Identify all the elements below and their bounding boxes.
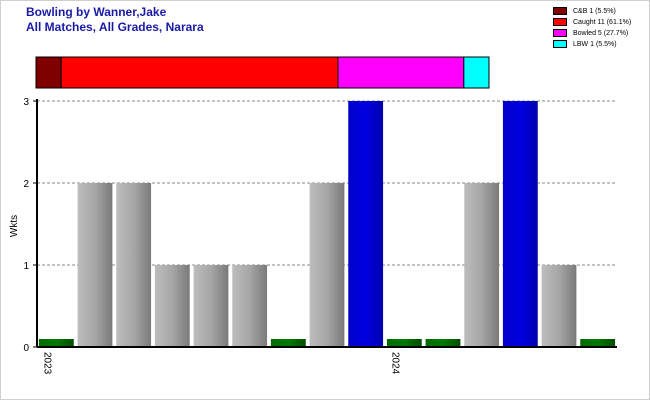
bar-14 bbox=[580, 339, 616, 347]
legend-label-bowled: Bowled 5 (27.7%) bbox=[573, 29, 629, 37]
legend-swatch-cab bbox=[553, 7, 567, 15]
x-tick-labels: 2023 2024 bbox=[41, 352, 400, 375]
legend-swatch-caught bbox=[553, 18, 567, 26]
legend-item-caught: Caught 11 (61.1%) bbox=[553, 17, 631, 27]
bar-1 bbox=[77, 183, 113, 347]
bar-6 bbox=[270, 339, 306, 347]
dismissal-stacked-bar bbox=[35, 56, 490, 89]
legend-item-cab: C&B 1 (5.5%) bbox=[553, 6, 631, 16]
bar-3 bbox=[154, 265, 190, 347]
axes bbox=[36, 99, 617, 348]
y-tick-label-1: 1 bbox=[23, 261, 29, 272]
legend-item-lbw: LBW 1 (5.5%) bbox=[553, 39, 631, 49]
bar-0 bbox=[38, 339, 74, 347]
bar-2 bbox=[116, 183, 152, 347]
legend-label-cab: C&B 1 (5.5%) bbox=[573, 7, 616, 15]
x-tick-label-2023: 2023 bbox=[41, 352, 52, 375]
y-tick-labels: 0 1 2 3 bbox=[23, 97, 37, 354]
bar-10 bbox=[425, 339, 461, 347]
legend-label-lbw: LBW 1 (5.5%) bbox=[573, 40, 617, 48]
dismissal-segment-lbw bbox=[463, 56, 490, 89]
bar-12 bbox=[502, 101, 538, 347]
bar-8 bbox=[348, 101, 384, 347]
bar-9 bbox=[386, 339, 422, 347]
legend-label-caught: Caught 11 (61.1%) bbox=[573, 18, 632, 26]
legend-swatch-lbw bbox=[553, 40, 567, 48]
bar-5 bbox=[232, 265, 268, 347]
bar-13 bbox=[541, 265, 577, 347]
y-tick-label-0: 0 bbox=[23, 343, 29, 354]
legend-item-bowled: Bowled 5 (27.7%) bbox=[553, 28, 631, 38]
y-tick-label-3: 3 bbox=[23, 97, 29, 108]
dismissal-segment-bowled bbox=[337, 56, 465, 89]
chart-subtitle: All Matches, All Grades, Narara bbox=[26, 20, 204, 34]
bar-7 bbox=[309, 183, 345, 347]
legend-swatch-bowled bbox=[553, 29, 567, 37]
y-axis-label: Wkts bbox=[9, 215, 20, 237]
bar-11 bbox=[464, 183, 500, 347]
x-tick-label-2024: 2024 bbox=[389, 352, 400, 375]
y-tick-label-2: 2 bbox=[23, 179, 29, 190]
bars bbox=[38, 101, 616, 347]
dismissal-segment-cb bbox=[35, 56, 62, 89]
chart-title: Bowling by Wanner,Jake bbox=[26, 5, 167, 19]
legend: C&B 1 (5.5%) Caught 11 (61.1%) Bowled 5 … bbox=[553, 6, 631, 50]
dismissal-segment-caught bbox=[60, 56, 339, 89]
bar-4 bbox=[193, 265, 229, 347]
